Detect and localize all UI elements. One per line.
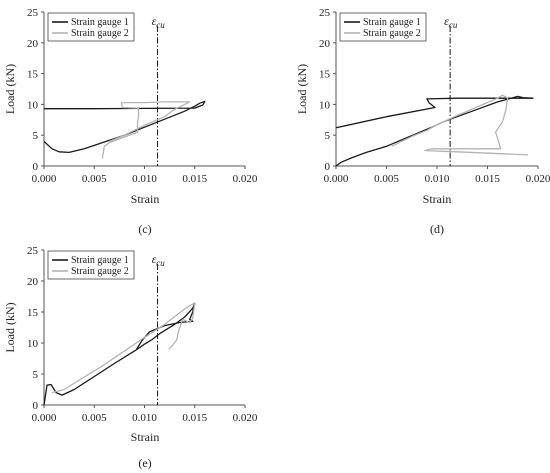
- y-tick-label: 25: [27, 245, 39, 257]
- y-tick-label: 10: [27, 338, 39, 350]
- x-tick-label: 0.000: [32, 173, 57, 185]
- series-line-2: [391, 94, 528, 156]
- legend-box: [47, 12, 135, 42]
- legend-entry: Strain gauge 1: [71, 17, 129, 28]
- chart-panel-2: 0 5 10 15 20 25 0.000 0.005 0.010 0.015 0.020 Strai…: [3, 245, 258, 470]
- ultimate-strain-label: εcu: [152, 14, 166, 30]
- x-tick-label: 0.010: [132, 412, 157, 424]
- y-tick-label: 0: [325, 161, 331, 173]
- y-tick-label: 10: [27, 99, 39, 111]
- x-tick-label: 0.000: [32, 412, 57, 424]
- x-tick-label: 0.020: [233, 173, 258, 185]
- legend-entry: Strain gauge 1: [71, 255, 129, 266]
- y-tick-label: 20: [319, 38, 331, 50]
- chart-panel-1: 0 5 10 15 20 25 0.000 0.005 0.010 0.015 0.020 Strai…: [295, 7, 550, 236]
- y-axis-label: Load (kN): [3, 64, 17, 114]
- series-line-2: [101, 101, 191, 159]
- x-tick-label: 0.005: [82, 173, 107, 185]
- x-tick-label: 0.015: [475, 173, 500, 185]
- x-tick-label: 0.005: [374, 173, 399, 185]
- y-tick-label: 15: [27, 69, 39, 81]
- series-line-1: [335, 95, 534, 167]
- series-line-1: [43, 100, 206, 154]
- panel-label: (d): [430, 222, 444, 236]
- y-tick-label: 15: [27, 307, 39, 319]
- x-tick-label: 0.005: [82, 412, 107, 424]
- y-tick-label: 20: [27, 276, 39, 288]
- chart-panel-0: 0 5 10 15 20 25 0.000 0.005 0.010 0.015 0.020 Strai…: [3, 7, 258, 236]
- legend-entry: Strain gauge 1: [363, 17, 421, 28]
- x-tick-label: 0.010: [425, 173, 450, 185]
- y-tick-label: 15: [319, 69, 331, 81]
- y-tick-label: 0: [33, 400, 39, 412]
- panel-label: (c): [138, 222, 151, 236]
- y-tick-label: 5: [325, 130, 331, 142]
- legend-box: [339, 12, 427, 42]
- y-tick-label: 25: [27, 7, 39, 19]
- series-line-1: [43, 302, 196, 406]
- y-tick-label: 25: [319, 7, 331, 19]
- x-tick-label: 0.000: [324, 173, 349, 185]
- y-tick-label: 5: [33, 369, 39, 381]
- y-tick-label: 20: [27, 38, 39, 50]
- legend-entry: Strain gauge 2: [71, 266, 129, 277]
- x-axis-label: Strain: [423, 192, 452, 206]
- legend-entry: Strain gauge 2: [363, 28, 421, 39]
- x-tick-label: 0.015: [182, 412, 207, 424]
- y-tick-label: 5: [33, 130, 39, 142]
- y-axis-label: Load (kN): [3, 302, 17, 352]
- legend-entry: Strain gauge 2: [71, 28, 129, 39]
- y-tick-label: 10: [319, 99, 331, 111]
- legend-box: [47, 250, 135, 280]
- ultimate-strain-label: εcu: [152, 252, 166, 268]
- x-tick-label: 0.010: [132, 173, 157, 185]
- ultimate-strain-label: εcu: [444, 14, 458, 30]
- x-axis-label: Strain: [131, 192, 160, 206]
- x-tick-label: 0.015: [182, 173, 207, 185]
- y-tick-label: 0: [33, 161, 39, 173]
- series-line-2: [51, 302, 196, 394]
- panel-label: (e): [138, 456, 151, 470]
- x-tick-label: 0.020: [233, 412, 258, 424]
- x-tick-label: 0.020: [526, 173, 550, 185]
- y-axis-label: Load (kN): [295, 64, 309, 114]
- x-axis-label: Strain: [131, 430, 160, 444]
